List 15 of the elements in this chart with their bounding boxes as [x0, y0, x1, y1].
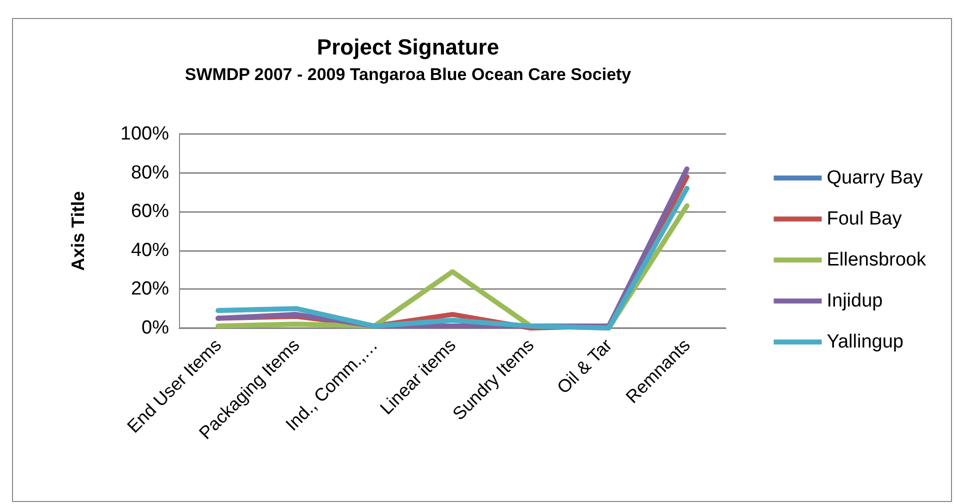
y-tick-label: 0%: [142, 318, 170, 338]
x-tick-label: Oil & Tar: [553, 334, 616, 398]
legend-label: Quarry Bay: [826, 168, 924, 188]
legend-label: Yallingup: [826, 332, 904, 352]
y-tick-label: 20%: [130, 278, 170, 300]
chart-title: Project Signature: [316, 34, 500, 60]
y-tick-label: 40%: [130, 240, 170, 261]
y-tick-label: 100%: [120, 124, 170, 144]
legend-label: Foul Bay: [826, 208, 902, 230]
legend-label: Ellensbrook: [826, 250, 926, 270]
y-tick-label: 60%: [130, 201, 170, 222]
legend-label: Injidup: [826, 290, 883, 312]
chart-subtitle: SWMDP 2007 - 2009 Tangaroa Blue Ocean Care Society: [184, 65, 632, 84]
y-tick-label: 80%: [130, 162, 170, 184]
y-axis-title: Axis Title: [68, 191, 88, 271]
